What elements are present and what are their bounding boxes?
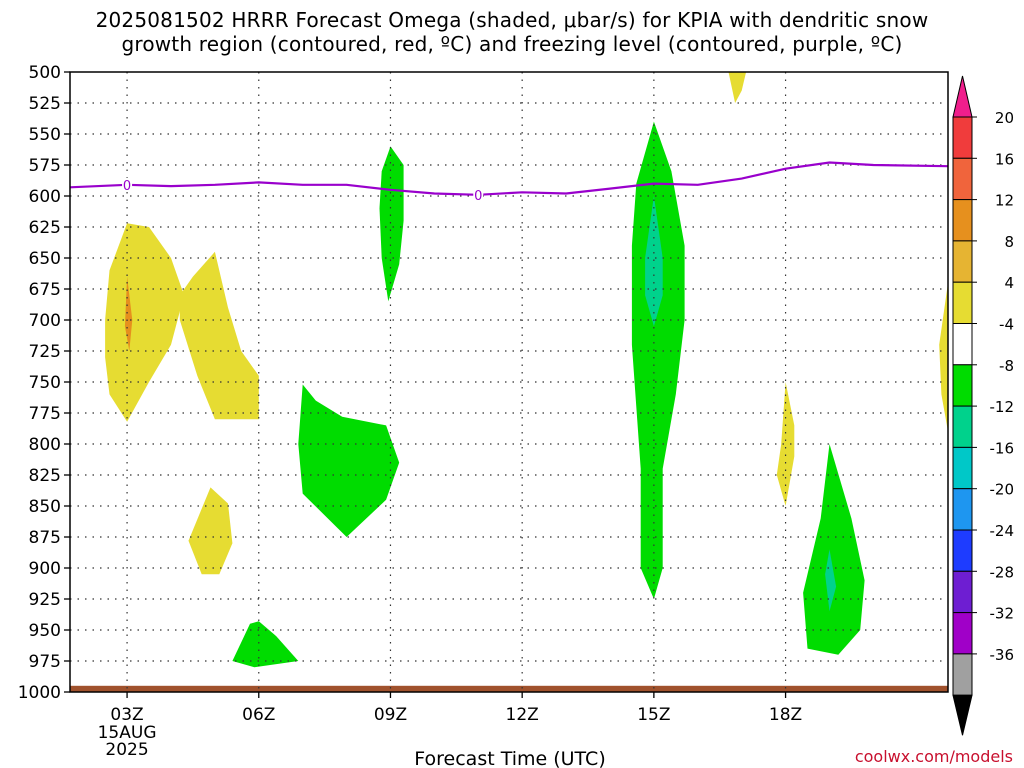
omega-region-8 <box>645 196 663 327</box>
colorbar-label-1: 16 <box>995 150 1014 168</box>
colorbar-band-1 <box>952 157 973 201</box>
x-tick-label-06Z: 06Z <box>242 705 275 725</box>
omega-region-12 <box>825 549 837 612</box>
credit-text: coolwx.com/models <box>855 747 1013 766</box>
y-tick-label-725: 725 <box>29 342 61 362</box>
chart-title-line1: 2025081502 HRRR Forecast Omega (shaded, … <box>95 8 929 32</box>
freezing-label-bg-1 <box>473 187 484 202</box>
freezing-label-bg-0 <box>122 177 133 192</box>
colorbar-band-5 <box>952 323 973 366</box>
omega-region-3 <box>188 487 233 575</box>
omega-region-4 <box>232 621 299 668</box>
colorbar-label-8: -16 <box>990 439 1015 457</box>
y-tick-label-650: 650 <box>29 249 61 269</box>
omega-region-2 <box>179 251 259 420</box>
colorbar-label-2: 12 <box>995 192 1014 210</box>
x-tick-label-12Z: 12Z <box>506 705 539 725</box>
omega-region-9 <box>728 72 747 103</box>
colorbar-label-10: -24 <box>990 522 1015 540</box>
colorbar-label-3: 8 <box>1004 233 1014 251</box>
omega-region-7 <box>631 121 685 599</box>
terrain-layer <box>70 685 948 692</box>
x-tick-label-18Z: 18Z <box>769 705 802 725</box>
terrain-strip <box>70 685 948 692</box>
y-tick-label-575: 575 <box>29 156 61 176</box>
y-tick-label-875: 875 <box>29 528 61 548</box>
x-tick-sublabel-0: 15AUG <box>98 723 157 743</box>
x-tick-sublabel-1: 2025 <box>105 740 148 760</box>
colorbar-label-11: -28 <box>990 563 1015 581</box>
y-tick-label-550: 550 <box>29 125 61 145</box>
y-tick-label-500: 500 <box>29 63 61 83</box>
omega-region-5 <box>298 384 400 537</box>
y-tick-label-975: 975 <box>29 652 61 672</box>
colorbar-label-0: 20 <box>995 109 1014 127</box>
colorbar-band-3 <box>952 240 973 283</box>
freezing-level-layer: 00 <box>69 161 949 204</box>
chart-title-line2: growth region (contoured, red, ºC) and f… <box>121 32 903 56</box>
colorbar-bottom-arrow <box>952 694 973 736</box>
colorbar-label-4: 4 <box>1004 274 1014 292</box>
colorbar-band-13 <box>952 653 973 696</box>
y-tick-label-900: 900 <box>29 559 61 579</box>
omega-region-11 <box>803 444 865 655</box>
y-tick-label-1000: 1000 <box>18 683 61 703</box>
omega-region-10 <box>776 382 795 506</box>
y-tick-label-825: 825 <box>29 466 61 486</box>
y-tick-label-700: 700 <box>29 311 61 331</box>
freezing-level-label-1: 0 <box>474 189 482 204</box>
colorbar-top-arrow <box>952 75 973 118</box>
y-tick-label-525: 525 <box>29 94 61 114</box>
x-tick-label-03Z: 03Z <box>110 705 143 725</box>
y-tick-label-675: 675 <box>29 280 61 300</box>
colorbar-band-0 <box>952 116 973 159</box>
colorbar-label-9: -20 <box>990 481 1015 499</box>
colorbar-band-6 <box>952 364 973 407</box>
colorbar: 20 16 12 8 4 -4 -8 -12 -16 -20 -24 -28 -32 -36 <box>952 75 1015 736</box>
colorbar-label-13: -36 <box>990 646 1015 664</box>
x-tick-label-09Z: 09Z <box>374 705 407 725</box>
omega-region-1 <box>124 276 133 351</box>
omega-shading-layer <box>70 72 948 692</box>
colorbar-band-8 <box>952 446 973 490</box>
colorbar-label-6: -8 <box>999 357 1014 375</box>
y-tick-label-925: 925 <box>29 590 61 610</box>
y-tick-label-850: 850 <box>29 497 61 517</box>
colorbar-band-9 <box>952 488 973 531</box>
freezing-level-line <box>69 161 949 196</box>
x-tick-label-15Z: 15Z <box>637 705 670 725</box>
y-tick-label-750: 750 <box>29 373 61 393</box>
colorbar-label-7: -12 <box>990 398 1015 416</box>
omega-region-0 <box>105 223 185 422</box>
y-tick-label-950: 950 <box>29 621 61 641</box>
colorbar-band-10 <box>952 529 973 572</box>
colorbar-band-12 <box>952 612 973 655</box>
colorbar-label-12: -32 <box>990 605 1015 623</box>
y-tick-label-600: 600 <box>29 187 61 207</box>
y-tick-label-625: 625 <box>29 218 61 238</box>
y-tick-label-800: 800 <box>29 435 61 455</box>
colorbar-band-4 <box>952 281 973 325</box>
omega-region-6 <box>379 146 404 302</box>
freezing-level-label-0: 0 <box>123 179 131 194</box>
colorbar-band-7 <box>952 405 973 448</box>
colorbar-label-5: -4 <box>999 316 1014 334</box>
omega-region-13 <box>939 282 948 432</box>
y-axis: 500 525 550 575 600 625 650 675 700 725 750 775 800 8… <box>18 63 70 703</box>
colorbar-band-2 <box>952 199 973 242</box>
colorbar-band-11 <box>952 570 973 614</box>
y-tick-label-775: 775 <box>29 404 61 424</box>
x-axis-label: Forecast Time (UTC) <box>414 748 605 768</box>
